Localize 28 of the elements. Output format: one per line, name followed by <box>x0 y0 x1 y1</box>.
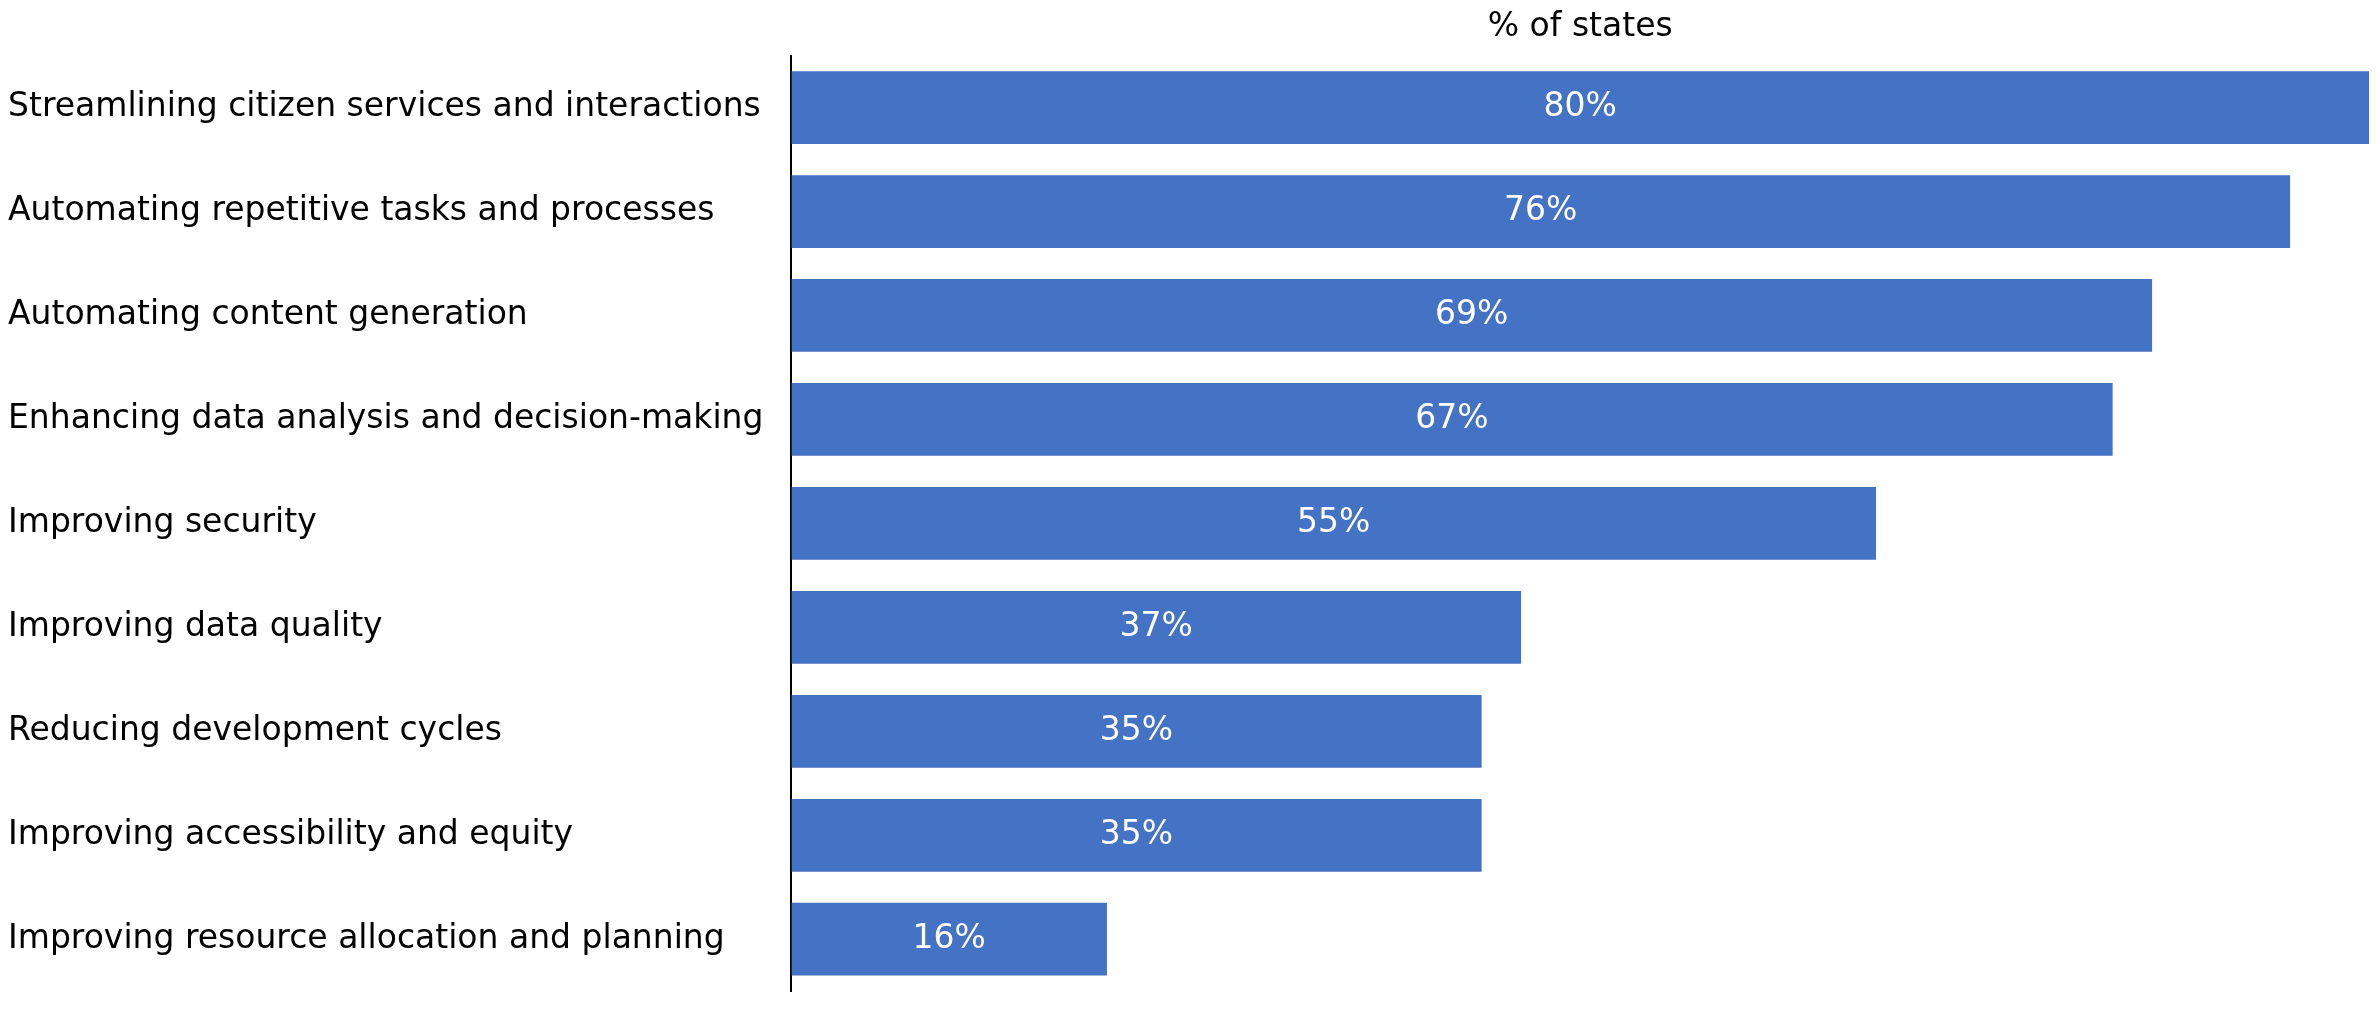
y-tick-label: Improving accessibility and equity <box>8 812 574 852</box>
bar <box>791 798 1482 872</box>
bar <box>791 902 1107 976</box>
bar <box>791 694 1482 768</box>
y-tick-label: Improving resource allocation and planning <box>8 916 725 956</box>
bar <box>791 590 1522 664</box>
data-label: 35% <box>1099 708 1174 748</box>
x-axis-title: % of states <box>1487 5 1673 45</box>
data-label: 37% <box>1119 604 1193 644</box>
bar <box>791 71 2369 144</box>
y-tick-label: Reducing development cycles <box>8 708 502 748</box>
data-label: 69% <box>1435 293 1509 333</box>
y-tick-label: Streamlining citizen services and interactions <box>8 85 761 125</box>
data-label: 76% <box>1504 189 1578 229</box>
bar <box>791 175 2291 248</box>
data-label: 16% <box>912 916 986 956</box>
y-tick-label: Enhancing data analysis and decision-making <box>8 397 764 437</box>
y-tick-label: Improving security <box>8 500 317 540</box>
y-tick-label: Improving data quality <box>8 604 383 644</box>
bar <box>791 279 2153 352</box>
y-tick-label: Automating content generation <box>8 293 528 333</box>
data-label: 55% <box>1297 500 1371 540</box>
bar <box>791 487 1877 560</box>
y-tick-label: Automating repetitive tasks and processes <box>8 189 715 229</box>
data-label: 67% <box>1415 397 1489 437</box>
bar <box>791 383 2113 456</box>
data-label: 80% <box>1543 85 1617 125</box>
data-label: 35% <box>1099 812 1174 852</box>
